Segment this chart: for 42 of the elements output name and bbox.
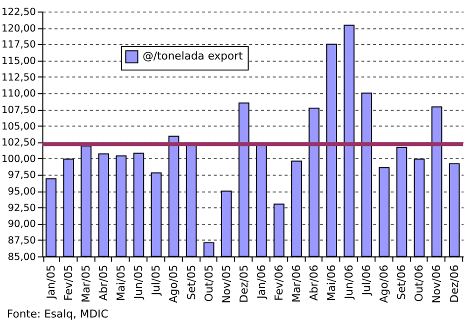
x-tick-label: Jul/06 [360,264,374,296]
y-tick-label: 122,50 [1,7,36,18]
y-tick-label: 105,00 [1,121,36,132]
x-tick-label: Set/05 [184,264,198,300]
x-tick-label: Jan/06 [254,264,268,300]
x-tick-label: Dez/06 [448,264,461,303]
x-tick-label: Out/05 [202,264,216,302]
x-tick-label: Jun/05 [132,264,146,300]
y-tick-label: 95,00 [8,186,36,198]
x-tick-label: Fev/06 [272,264,286,301]
x-tick-label: Nov/06 [430,264,444,304]
y-tick-label: 117,50 [1,40,36,51]
x-tick-label: Nov/05 [220,264,233,304]
y-tick-label: 100,00 [1,154,36,165]
y-tick-label: 115,00 [1,56,36,67]
y-tick-label: 112,50 [1,72,36,84]
x-tick-label: Jul/05 [150,264,163,296]
y-tick-label: 92,50 [8,202,36,214]
y-tick-label: 102,50 [1,138,36,149]
y-tick-label: 87,50 [8,236,36,247]
x-tick-label: Ago/06 [378,264,391,303]
x-tick-label: Ago/05 [167,264,180,303]
source-note: Fonte: Esalq, MDIC [6,307,108,320]
y-tick-label: 120,00 [1,23,36,34]
x-tick-label: Mar/06 [290,264,303,302]
x-tick-label: Dez/05 [237,264,250,303]
y-tick-label: 97,50 [8,170,36,182]
x-tick-label: Out/06 [412,264,426,302]
x-tick-label: Abr/06 [308,264,320,301]
x-tick-label: Mar/05 [80,264,93,302]
x-tick-label: Fev/05 [62,264,76,301]
x-tick-label: Mai/06 [325,264,338,302]
y-tick-label: 90,00 [8,219,36,230]
legend-label: @/tonelada export [142,50,243,63]
x-tick-label: Jan/05 [44,264,58,300]
y-tick-label: 107,50 [1,104,36,116]
x-tick-label: Jun/06 [342,264,356,300]
x-tick-label: Abr/05 [97,264,110,301]
y-tick-label: 85,00 [8,252,36,263]
x-tick-label: Set/06 [395,264,408,300]
y-tick-label: 110,00 [1,88,36,100]
x-tick-label: Mai/05 [114,264,128,302]
